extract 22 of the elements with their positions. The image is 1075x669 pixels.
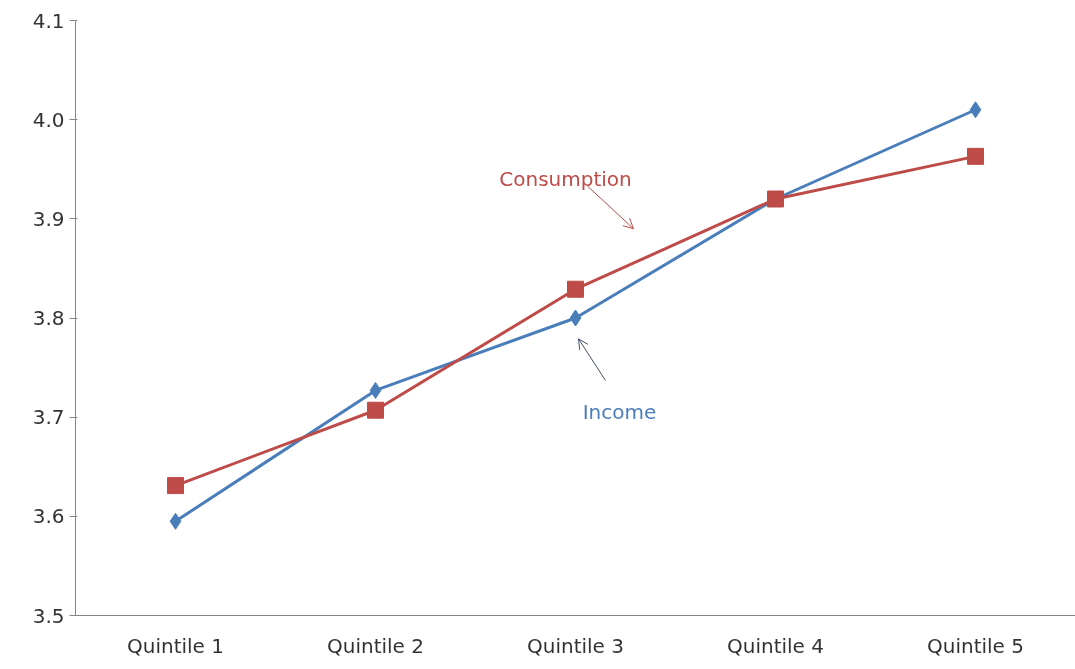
y-tick-label: 4.1 — [32, 8, 65, 33]
point — [567, 280, 584, 298]
y-tick-label: 3.7 — [32, 405, 65, 430]
point — [167, 477, 184, 495]
point — [967, 147, 984, 165]
y-tick-label: 3.9 — [32, 206, 65, 231]
y-tick-label: 3.6 — [32, 504, 65, 529]
x-tick-label: Quintile 1 — [127, 633, 224, 658]
point — [367, 401, 384, 419]
point — [369, 381, 382, 399]
text: Consumption — [499, 167, 632, 192]
text: Income — [582, 400, 657, 425]
y-tick-label: 4.0 — [32, 107, 65, 132]
x-tick-label: Quintile 4 — [727, 633, 824, 658]
x-tick-label: Quintile 3 — [527, 633, 624, 658]
y-tick-label: 3.8 — [32, 306, 65, 330]
point — [569, 309, 582, 327]
point — [169, 512, 182, 530]
x-tick-label: Quintile 5 — [927, 633, 1024, 658]
x-tick-label: Quintile 2 — [327, 633, 424, 658]
y-tick-label: 3.5 — [32, 603, 65, 628]
point — [969, 101, 982, 119]
